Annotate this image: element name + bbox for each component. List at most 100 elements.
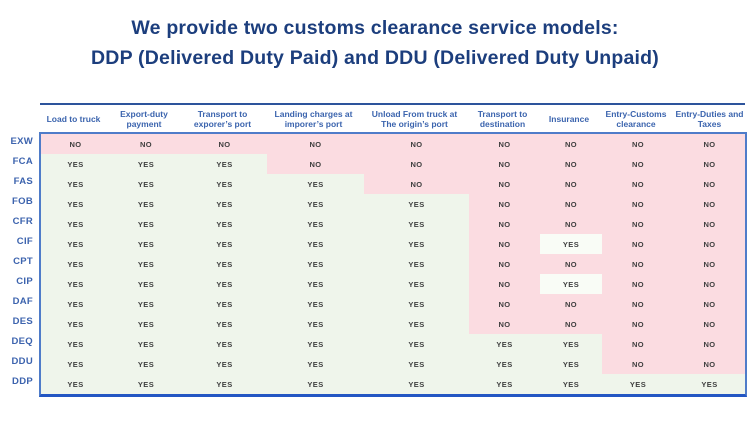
table-cell: YES: [364, 354, 469, 374]
table-cell: YES: [182, 274, 267, 294]
row-label: DDP: [12, 376, 33, 387]
table-cell: NO: [469, 234, 540, 254]
table-cell: YES: [41, 354, 110, 374]
table-cell: YES: [267, 294, 364, 314]
row-label: DES: [12, 316, 33, 327]
table-cell: YES: [110, 214, 182, 234]
table-cell: NO: [602, 354, 674, 374]
table-cell: NO: [674, 174, 745, 194]
table-cell: NO: [674, 334, 745, 354]
table-cell: NO: [602, 234, 674, 254]
table-cell: YES: [110, 174, 182, 194]
table-cell: YES: [364, 314, 469, 334]
table-cell: YES: [267, 354, 364, 374]
table-cell: YES: [540, 274, 602, 294]
table-cell: YES: [540, 334, 602, 354]
table-cell: NO: [364, 134, 469, 154]
table-cell: YES: [110, 154, 182, 174]
row-label: FCA: [12, 156, 33, 167]
table-cell: NO: [540, 254, 602, 274]
table-cell: YES: [41, 174, 110, 194]
column-header: Export-duty payment: [120, 108, 168, 129]
table-cell: YES: [267, 314, 364, 334]
column-header: Landing charges at imporer’s port: [274, 108, 353, 129]
row-label: CFR: [12, 216, 33, 227]
table-cell: NO: [469, 174, 540, 194]
table-cell: NO: [674, 314, 745, 334]
row-label: CPT: [13, 256, 33, 267]
table-cell: YES: [267, 334, 364, 354]
table-cell: NO: [540, 294, 602, 314]
table-cell: YES: [674, 374, 745, 394]
table-cell: NO: [540, 314, 602, 334]
table-cell: YES: [364, 214, 469, 234]
table-cell: NO: [602, 154, 674, 174]
row-label: DEQ: [11, 336, 33, 347]
table-cell: YES: [182, 354, 267, 374]
table-cell: YES: [469, 374, 540, 394]
table-cell: YES: [267, 194, 364, 214]
column-header: Entry-Customs clearance: [605, 108, 667, 129]
table-cell: YES: [182, 194, 267, 214]
table-cell: NO: [469, 254, 540, 274]
table-cell: YES: [364, 334, 469, 354]
table-cell: YES: [364, 254, 469, 274]
table-cell: NO: [602, 334, 674, 354]
table-cell: NO: [674, 254, 745, 274]
table-cell: NO: [364, 154, 469, 174]
table-cell: NO: [602, 274, 674, 294]
table-cell: YES: [364, 274, 469, 294]
column-header: Unload From truck at The origin’s port: [371, 108, 458, 129]
table-cell: NO: [602, 294, 674, 314]
table-cell: NO: [540, 194, 602, 214]
table-cell: NO: [364, 174, 469, 194]
table-cell: YES: [110, 254, 182, 274]
table-cell: NO: [602, 254, 674, 274]
table-cell: YES: [364, 294, 469, 314]
table-cell: NO: [540, 214, 602, 234]
table-cell: NO: [469, 134, 540, 154]
table-cell: YES: [267, 214, 364, 234]
table-cell: NO: [540, 134, 602, 154]
table-cell: YES: [182, 154, 267, 174]
column-header: Load to truck: [46, 113, 101, 124]
table-cell: YES: [41, 274, 110, 294]
table-cell: NO: [674, 194, 745, 214]
table-cell: NO: [540, 154, 602, 174]
header-row: Load to truck Export-duty payment Transpor…: [39, 105, 747, 132]
table-cell: YES: [540, 354, 602, 374]
row-label: DDU: [11, 356, 33, 367]
table-cell: NO: [602, 194, 674, 214]
table-cell: YES: [364, 234, 469, 254]
header-rule: [40, 103, 745, 105]
table-cell: YES: [110, 274, 182, 294]
table-cell: YES: [110, 294, 182, 314]
table-cell: YES: [364, 374, 469, 394]
table-cell: NO: [602, 314, 674, 334]
table-cell: YES: [110, 334, 182, 354]
table-cell: YES: [469, 354, 540, 374]
table-cell: NO: [674, 294, 745, 314]
table-cell: NO: [469, 274, 540, 294]
table-cell: YES: [41, 374, 110, 394]
table-cell: NO: [602, 134, 674, 154]
table-cell: NO: [469, 194, 540, 214]
row-label: FAS: [13, 176, 33, 187]
table-cell: NO: [540, 174, 602, 194]
page-title: We provide two customs clearance service…: [0, 13, 750, 73]
table-cell: YES: [182, 234, 267, 254]
table-cell: YES: [41, 214, 110, 234]
row-label: DAF: [12, 296, 33, 307]
table-cell: YES: [267, 374, 364, 394]
table-cell: YES: [267, 174, 364, 194]
table-cell: YES: [182, 374, 267, 394]
table-cell: YES: [41, 254, 110, 274]
table-cell: YES: [110, 354, 182, 374]
row-label: EXW: [10, 136, 33, 147]
table-cell: NO: [602, 174, 674, 194]
table-cell: NO: [267, 134, 364, 154]
table-cell: YES: [41, 194, 110, 214]
incoterms-grid: NO NO NO NO NO NO NO NO NO YES YES YES NO NO NO NO NO NO Y…: [39, 132, 747, 397]
column-header: Insurance: [548, 113, 590, 124]
